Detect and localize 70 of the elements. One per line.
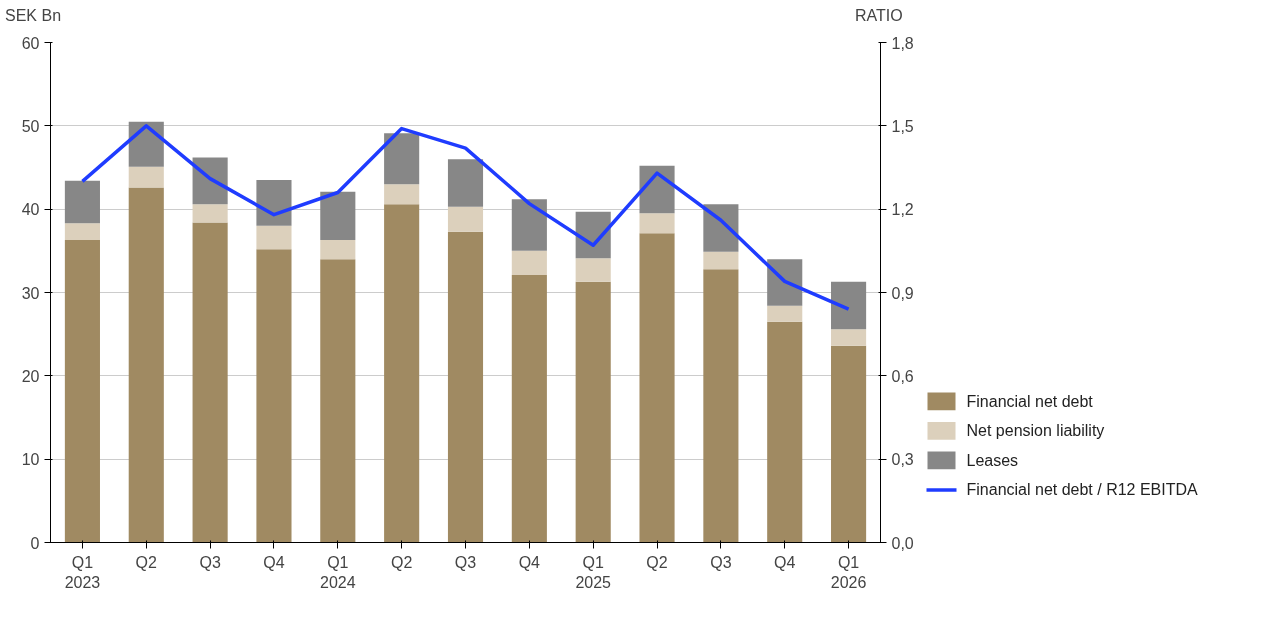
bar [447,206,484,232]
x-tick-label: Q1 2026 [830,553,867,591]
bar [511,199,547,251]
bar [320,191,356,240]
bar [575,258,611,282]
bar [575,281,611,543]
bar [384,133,420,185]
y2-tick-label: 1,5 [891,117,914,135]
bar [511,250,547,275]
bar [447,231,484,543]
bar [384,184,420,205]
bar [511,275,547,543]
bar [703,251,739,270]
bar [128,121,164,167]
y-tick-label: 60 [21,34,40,52]
y2-tick-label: 0,9 [891,284,914,302]
y2-tick-label: 1,2 [891,201,914,219]
bar [384,204,420,543]
x-tick-label: Q2 [135,553,158,571]
bar [831,281,867,330]
y-tick-label: 40 [21,201,40,219]
bar [192,204,228,223]
bar [447,159,484,207]
legend-label: Financial net debt / R12 EBITDA [966,481,1199,499]
y-tick-label: 30 [21,284,40,302]
bar [128,187,164,543]
x-tick-label: Q4 [774,553,796,571]
bar [256,225,292,250]
bar [320,240,356,260]
bar [192,222,228,543]
x-tick-label: Q2 [390,553,413,571]
bar [128,166,164,188]
x-tick-label: Q3 [454,553,477,571]
y-tick-label: 10 [21,451,40,469]
legend-label: Financial net debt [966,392,1094,410]
bar [64,180,100,224]
line-series [80,124,851,311]
x-tick-label: Q1 2025 [575,553,612,591]
bar [831,329,867,346]
x-tick-label: Q1 2024 [320,553,356,591]
y2-tick-label: 0,6 [891,367,914,385]
x-tick-label: Q2 [646,553,668,571]
bar [639,233,675,543]
y2-tick-label: 0,3 [891,451,914,469]
y-axis-title: SEK Bn [5,6,62,26]
bar [767,321,803,543]
x-tick-label: Q3 [199,553,221,571]
bar [767,305,803,322]
bar [320,259,356,543]
y2-axis-title: RATIO [855,6,903,26]
bar [64,223,100,240]
x-tick-label: Q1 2023 [64,553,101,591]
y2-tick-label: 0,0 [891,534,914,552]
x-tick-label: Q3 [710,553,732,571]
y-tick-label: 20 [21,367,40,385]
x-tick-label: Q4 [518,553,541,571]
bar [767,259,803,306]
x-tick-label: Q4 [263,553,285,571]
bar [64,240,100,543]
bar [256,180,292,226]
bar [639,213,675,234]
legend-label: Leases [966,451,1019,469]
bar [703,204,739,252]
y2-tick-label: 1,8 [891,34,914,52]
bar [256,249,292,543]
y-tick-label: 0 [30,534,40,552]
y-tick-label: 50 [21,117,40,135]
bar [703,269,739,543]
bar [831,345,867,543]
legend-label: Net pension liability [966,422,1105,440]
